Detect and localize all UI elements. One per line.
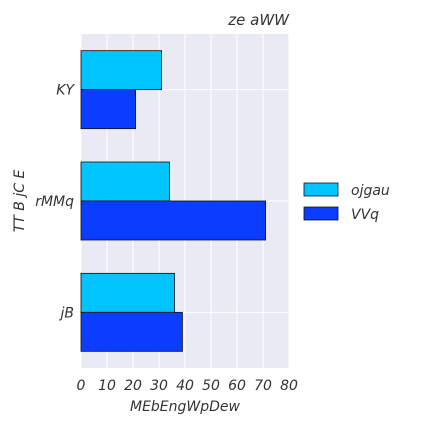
x-tick-label-7: 70 xyxy=(254,378,272,394)
x-tick-label-1: 10 xyxy=(98,378,116,394)
bar-VVq-KY xyxy=(80,89,136,130)
x-tick-label-4: 40 xyxy=(176,378,194,394)
x-tick-label-2: 20 xyxy=(124,378,142,394)
x-tick-labels: 0 10 20 30 40 50 60 70 80 xyxy=(77,378,298,394)
x-tick-label-0: 0 xyxy=(77,378,86,394)
legend-swatch-ojgau xyxy=(303,182,339,197)
y-axis-label: TT B jC E xyxy=(12,170,28,233)
bar-ojgau-rMMq xyxy=(80,161,170,202)
legend-swatch-VVq xyxy=(303,206,339,221)
legend: ojgau VVq xyxy=(303,182,390,223)
y-tick-label-0: KY xyxy=(56,83,75,99)
x-tick-label-3: 30 xyxy=(150,378,168,394)
x-tick-label-5: 50 xyxy=(202,378,220,394)
x-axis-label: MEbEngWpDew xyxy=(130,399,241,415)
bar-ojgau-jB xyxy=(80,272,175,313)
y-tick-labels: KY rMMq jB xyxy=(35,83,75,322)
bars xyxy=(80,50,267,352)
legend-label-VVq: VVq xyxy=(351,207,379,223)
y-tick-label-2: jB xyxy=(59,305,75,321)
chart-title: ze aWW xyxy=(227,11,290,29)
bar-VVq-rMMq xyxy=(80,200,267,241)
x-tick-label-6: 60 xyxy=(228,378,246,394)
legend-label-ojgau: ojgau xyxy=(351,183,390,199)
bar-VVq-jB xyxy=(80,311,183,352)
x-tick-label-8: 80 xyxy=(280,378,298,394)
bar-ojgau-KY xyxy=(80,50,162,91)
y-tick-label-1: rMMq xyxy=(35,194,74,210)
